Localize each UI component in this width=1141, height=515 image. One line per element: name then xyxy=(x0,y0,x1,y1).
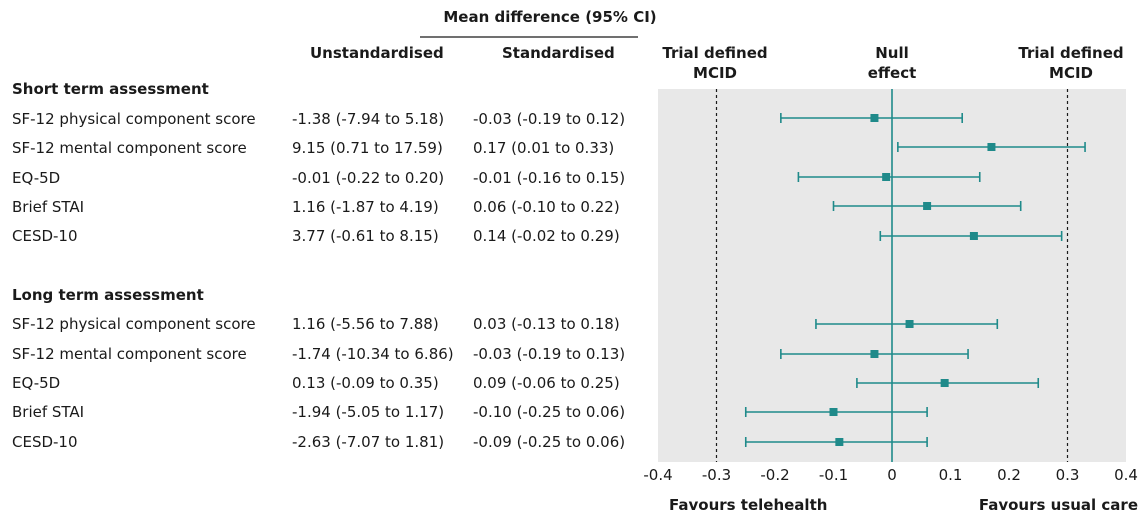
long-term-section-title: Long term assessment xyxy=(12,286,204,304)
left-mcid-header-line2: MCID xyxy=(693,64,737,82)
row-standardised-value: 0.09 (-0.06 to 0.25) xyxy=(473,374,620,392)
row-standardised-value: 0.14 (-0.02 to 0.29) xyxy=(473,227,620,245)
row-label: CESD-10 xyxy=(12,227,78,245)
row-unstandardised-value: -1.94 (-5.05 to 1.17) xyxy=(292,403,445,421)
row-unstandardised-value: -1.38 (-7.94 to 5.18) xyxy=(292,110,445,128)
row-standardised-value: -0.10 (-0.25 to 0.06) xyxy=(473,403,626,421)
row-standardised-value: 0.17 (0.01 to 0.33) xyxy=(473,139,615,157)
point-estimate xyxy=(905,320,914,328)
x-tick-label: -0.1 xyxy=(819,466,848,484)
x-tick-label: 0.2 xyxy=(997,466,1021,484)
point-estimate xyxy=(969,232,978,240)
x-tick-label: 0.1 xyxy=(939,466,963,484)
x-tick-label: -0.2 xyxy=(760,466,789,484)
row-unstandardised-value: 1.16 (-5.56 to 7.88) xyxy=(292,315,439,333)
mean-difference-header: Mean difference (95% CI) xyxy=(443,8,657,26)
row-label: CESD-10 xyxy=(12,433,78,451)
row-unstandardised-value: 0.13 (-0.09 to 0.35) xyxy=(292,374,439,392)
right-mcid-header-line1: Trial defined xyxy=(1018,44,1124,62)
x-tick-label: -0.3 xyxy=(702,466,731,484)
favours-usual-care-label: Favours usual care xyxy=(978,496,1138,514)
row-unstandardised-value: -1.74 (-10.34 to 6.86) xyxy=(292,345,454,363)
row-standardised-value: 0.03 (-0.13 to 0.18) xyxy=(473,315,620,333)
point-estimate xyxy=(987,143,996,151)
null-effect-header-line1: Null xyxy=(875,44,909,62)
unstandardised-column-header: Unstandardised xyxy=(310,44,444,62)
row-unstandardised-value: 3.77 (-0.61 to 8.15) xyxy=(292,227,439,245)
row-label: SF-12 physical component score xyxy=(12,110,256,128)
point-estimate xyxy=(870,350,879,358)
x-tick-label: 0 xyxy=(887,466,897,484)
x-tick-label: -0.4 xyxy=(643,466,672,484)
row-label: EQ-5D xyxy=(12,374,61,392)
point-estimate xyxy=(882,173,891,181)
point-estimate xyxy=(835,438,844,446)
row-label: SF-12 mental component score xyxy=(12,345,247,363)
row-unstandardised-value: -2.63 (-7.07 to 1.81) xyxy=(292,433,445,451)
row-label: Brief STAI xyxy=(12,198,85,216)
row-unstandardised-value: -0.01 (-0.22 to 0.20) xyxy=(292,169,445,187)
short-term-section-title: Short term assessment xyxy=(12,80,209,98)
row-label: Brief STAI xyxy=(12,403,85,421)
row-standardised-value: -0.03 (-0.19 to 0.12) xyxy=(473,110,626,128)
right-mcid-header-line2: MCID xyxy=(1049,64,1093,82)
point-estimate xyxy=(870,114,879,122)
row-standardised-value: -0.03 (-0.19 to 0.13) xyxy=(473,345,626,363)
row-label: SF-12 mental component score xyxy=(12,139,247,157)
point-estimate xyxy=(923,202,932,210)
row-unstandardised-value: 9.15 (0.71 to 17.59) xyxy=(292,139,443,157)
row-label: EQ-5D xyxy=(12,169,61,187)
standardised-column-header: Standardised xyxy=(502,44,615,62)
x-tick-label: 0.4 xyxy=(1114,466,1138,484)
null-effect-header-line2: effect xyxy=(867,64,917,82)
point-estimate xyxy=(829,408,838,416)
row-standardised-value: -0.09 (-0.25 to 0.06) xyxy=(473,433,626,451)
row-standardised-value: 0.06 (-0.10 to 0.22) xyxy=(473,198,620,216)
point-estimate xyxy=(940,379,949,387)
row-standardised-value: -0.01 (-0.16 to 0.15) xyxy=(473,169,626,187)
favours-telehealth-label: Favours telehealth xyxy=(669,496,828,514)
row-label: SF-12 physical component score xyxy=(12,315,256,333)
left-mcid-header-line1: Trial defined xyxy=(662,44,768,62)
row-unstandardised-value: 1.16 (-1.87 to 4.19) xyxy=(292,198,439,216)
x-tick-label: 0.3 xyxy=(1056,466,1080,484)
